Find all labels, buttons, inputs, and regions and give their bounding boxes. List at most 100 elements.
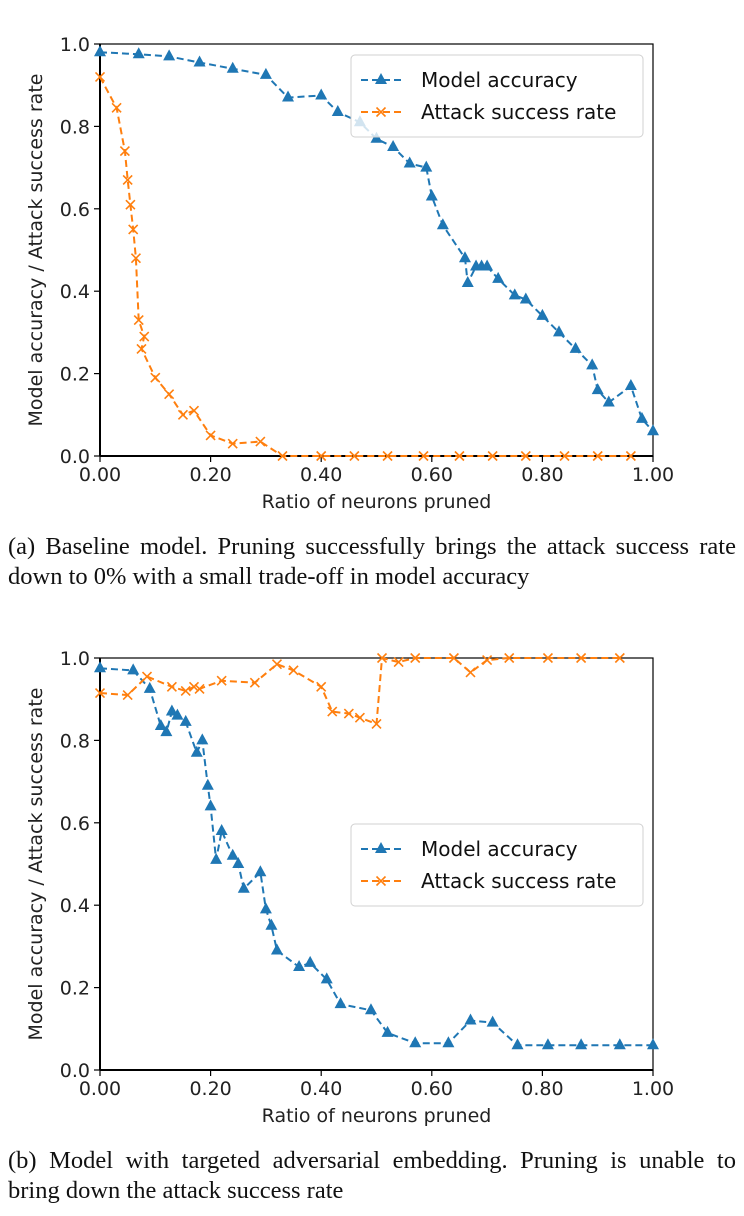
data-point [277, 450, 288, 462]
data-point [403, 156, 416, 168]
y-tick-label: 0.2 [60, 364, 90, 386]
data-point [464, 1013, 477, 1025]
x-tick-label: 0.80 [521, 464, 563, 486]
legend-marker [375, 842, 387, 853]
legend-item-model-accuracy: Model accuracy [361, 68, 578, 92]
data-point [586, 358, 599, 370]
legend: Model accuracy Attack success rate [350, 54, 644, 138]
data-point [190, 745, 203, 757]
data-point [132, 47, 145, 59]
legend-box [350, 823, 644, 907]
y-axis-title: Model accuracy / Attack success rate [25, 688, 47, 1041]
series-attack-success-rate [94, 652, 625, 729]
x-tick-label: 0.20 [189, 464, 231, 486]
data-point [94, 71, 106, 83]
data-point [559, 450, 570, 462]
data-point [166, 681, 177, 692]
data-point [519, 292, 532, 304]
data-point [552, 325, 565, 337]
data-point [576, 652, 587, 664]
series-model-accuracy [94, 661, 659, 1050]
y-tick-label: 0.4 [60, 895, 90, 917]
legend-box [350, 54, 644, 138]
y-axis-title: Model accuracy / Attack success rate [25, 74, 47, 427]
legend-marker [375, 875, 387, 887]
data-point [254, 865, 267, 877]
legend-marker [375, 106, 387, 118]
chart-baseline: 0.00 0.20 0.40 0.60 0.80 1.00 0.0 0.2 0.4 0.6 0.8 1… [25, 34, 674, 513]
data-point [354, 712, 365, 723]
y-tick-label: 0.8 [60, 730, 90, 752]
x-tick-label: 0.00 [79, 1078, 121, 1100]
data-point [94, 661, 106, 673]
data-point [226, 848, 239, 860]
data-point [624, 378, 637, 390]
legend-label: Attack success rate [421, 869, 616, 893]
data-point [364, 1003, 377, 1015]
data-point [122, 174, 133, 186]
data-point [315, 88, 328, 100]
data-point [316, 450, 327, 462]
data-point [536, 308, 549, 320]
data-point [216, 675, 227, 686]
data-point [215, 824, 228, 836]
series-line [99, 76, 631, 457]
data-point [304, 955, 317, 967]
data-point [139, 331, 150, 342]
data-point [511, 1038, 524, 1050]
data-point [425, 189, 438, 201]
data-point [237, 881, 250, 893]
y-tick-label: 0.6 [60, 199, 90, 221]
y-tick-label: 0.0 [60, 1060, 90, 1082]
data-point [393, 657, 404, 668]
data-point [420, 160, 433, 172]
legend-item-model-accuracy: Model accuracy [361, 837, 578, 861]
x-tick-label: 0.00 [79, 464, 121, 486]
data-point [127, 663, 140, 675]
data-point [486, 1015, 499, 1027]
data-point [133, 314, 144, 326]
caption-a: (a) Baseline model. Pruning successfully… [8, 533, 736, 590]
x-tick-label: 0.40 [300, 1078, 342, 1100]
legend-label: Model accuracy [421, 68, 578, 92]
data-point [492, 271, 505, 283]
data-point [647, 424, 659, 436]
data-point [613, 1038, 626, 1050]
data-point [227, 438, 238, 449]
data-point [119, 146, 130, 157]
data-point [371, 718, 382, 729]
data-point [128, 224, 139, 235]
data-point [205, 430, 216, 441]
data-point [625, 450, 636, 462]
y-tick-label: 1.0 [60, 34, 90, 56]
data-point [193, 55, 206, 67]
data-point [409, 1036, 422, 1048]
data-point [316, 681, 327, 692]
data-point [259, 902, 272, 914]
y-tick-label: 1.0 [60, 648, 90, 670]
series-model-accuracy [94, 45, 659, 436]
data-point [387, 140, 400, 151]
data-point [602, 395, 615, 407]
y-tick-label: 0.4 [60, 281, 90, 303]
x-axis-title: Ratio of neurons pruned [262, 491, 492, 513]
data-point [541, 1038, 554, 1050]
data-point [136, 343, 147, 354]
data-point [111, 102, 122, 113]
data-point [410, 652, 421, 664]
data-point [163, 49, 176, 61]
data-point [232, 857, 245, 868]
x-tick-label: 0.60 [411, 1078, 453, 1100]
data-point [327, 706, 338, 717]
data-point [461, 275, 474, 287]
data-point [343, 708, 354, 719]
data-point [210, 852, 223, 864]
chart-targeted-embedding: 0.00 0.20 0.40 0.60 0.80 1.00 0.0 0.2 0.4 0.6 0.8 1… [25, 648, 674, 1127]
data-point [271, 659, 283, 670]
data-point [282, 90, 295, 102]
data-point [180, 685, 191, 697]
data-point [177, 409, 189, 420]
data-point [94, 687, 106, 699]
data-point [143, 681, 156, 693]
data-point [569, 341, 582, 353]
